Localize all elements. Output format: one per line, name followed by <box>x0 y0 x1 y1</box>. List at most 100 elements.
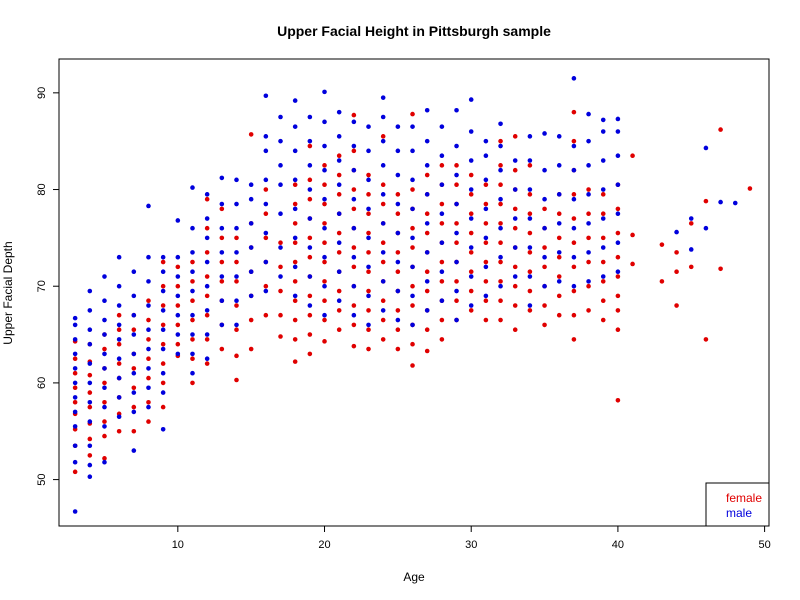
female-point <box>468 308 474 313</box>
male-point <box>160 269 166 275</box>
female-point <box>322 279 327 284</box>
male-point <box>219 201 225 207</box>
female-point <box>234 279 239 284</box>
female-point <box>351 187 357 192</box>
male-point <box>160 370 166 376</box>
female-point <box>424 327 430 333</box>
female-point <box>307 351 313 357</box>
female-point <box>586 259 591 265</box>
male-point <box>615 129 621 134</box>
female-point <box>571 240 577 246</box>
male-point <box>468 97 474 102</box>
male-point <box>439 240 445 246</box>
female-point <box>131 404 137 410</box>
female-point <box>219 235 225 241</box>
male-point <box>175 218 181 223</box>
male-point <box>395 288 401 294</box>
female-point <box>336 250 342 255</box>
female-point <box>454 163 459 168</box>
female-point <box>131 428 137 434</box>
female-point <box>175 341 181 347</box>
male-point <box>190 370 195 376</box>
male-point <box>527 134 533 139</box>
male-point <box>527 216 533 221</box>
male-point <box>219 225 225 231</box>
female-point <box>336 327 342 333</box>
male-point <box>380 308 386 313</box>
female-point <box>586 235 591 241</box>
male-point <box>351 225 357 231</box>
female-point <box>483 259 489 265</box>
female-point <box>190 356 195 362</box>
male-point <box>219 175 225 181</box>
male-point <box>380 114 386 120</box>
female-point <box>204 274 210 279</box>
female-point <box>87 453 93 458</box>
male-point <box>512 245 518 250</box>
male-point <box>351 312 357 318</box>
female-point <box>674 303 679 308</box>
male-point <box>439 153 445 158</box>
male-point <box>410 124 415 129</box>
female-point <box>600 298 606 304</box>
male-point <box>424 250 430 255</box>
female-point <box>160 322 166 328</box>
female-point <box>483 317 489 323</box>
female-point <box>102 399 107 405</box>
female-point <box>351 206 357 212</box>
male-point <box>483 293 489 299</box>
female-point <box>600 192 606 197</box>
female-point <box>204 312 210 318</box>
male-point <box>278 138 283 144</box>
male-point <box>278 114 283 120</box>
male-point <box>204 308 210 313</box>
male-point <box>146 279 151 284</box>
male-point <box>234 322 239 328</box>
female-point <box>439 279 445 284</box>
male-point <box>87 327 93 333</box>
female-point <box>556 235 562 241</box>
male-point <box>454 143 459 149</box>
female-point <box>586 308 591 313</box>
male-point <box>292 177 298 183</box>
male-point <box>190 269 195 275</box>
plot-frame <box>58 58 770 527</box>
female-point <box>424 269 430 275</box>
male-point <box>336 240 342 246</box>
female-point <box>556 211 562 216</box>
female-point <box>234 235 239 241</box>
female-point <box>322 317 327 323</box>
female-point <box>351 343 357 349</box>
female-point <box>512 225 518 231</box>
series-male <box>72 76 738 514</box>
male-point <box>146 404 151 410</box>
male-point <box>586 279 591 284</box>
male-point <box>688 216 694 221</box>
female-point <box>395 192 401 197</box>
female-point <box>600 317 606 323</box>
female-point <box>542 245 547 250</box>
male-point <box>395 148 401 154</box>
female-point <box>454 182 459 187</box>
female-point <box>116 341 122 347</box>
x-tick-label: 30 <box>465 539 477 551</box>
male-point <box>410 206 415 212</box>
male-point <box>439 269 445 275</box>
male-point <box>351 283 357 289</box>
male-point <box>336 134 342 139</box>
male-point <box>424 279 430 284</box>
female-point <box>439 221 445 226</box>
female-point <box>498 163 503 168</box>
male-point <box>190 250 195 255</box>
male-point <box>116 356 122 362</box>
male-point <box>116 414 122 420</box>
female-point <box>571 337 577 342</box>
male-point <box>72 395 78 400</box>
male-point <box>248 221 254 226</box>
male-point <box>424 308 430 313</box>
female-point <box>131 327 137 333</box>
male-point <box>116 254 122 260</box>
female-point <box>366 250 371 255</box>
female-point <box>615 274 621 279</box>
